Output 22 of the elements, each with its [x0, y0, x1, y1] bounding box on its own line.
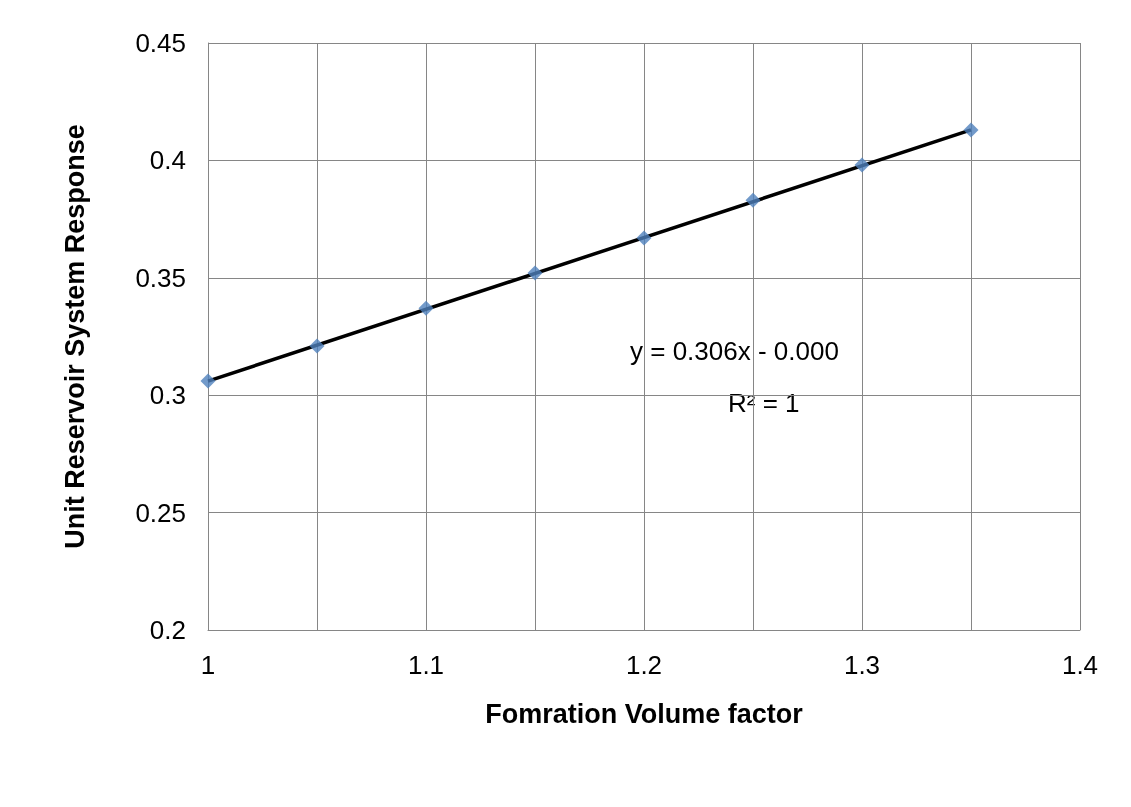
- x-tick-label: 1: [200, 650, 216, 680]
- point: [963, 122, 979, 138]
- point: [418, 300, 434, 316]
- x-tick-label: 1.4: [1061, 650, 1099, 680]
- x-tick-label: 1.1: [407, 650, 445, 680]
- x-tick-label: 1.3: [843, 650, 881, 680]
- y-tick-label: 0.3: [149, 380, 186, 411]
- x-axis-title: Fomration Volume factor: [485, 698, 804, 729]
- annotation: y = 0.306x - 0.000: [630, 336, 839, 366]
- point: [854, 157, 870, 173]
- point: [527, 265, 543, 281]
- y-tick-label: 0.4: [149, 145, 186, 176]
- point: [745, 192, 761, 208]
- point: [309, 338, 325, 354]
- point: [636, 230, 652, 246]
- point: [200, 373, 216, 389]
- y-tick-label: 0.35: [135, 262, 186, 293]
- y-tick-label: 0.45: [135, 28, 186, 58]
- y-axis-title: Unit Reservoir System Response: [59, 124, 90, 549]
- x-tick-label: 1.2: [625, 650, 663, 680]
- y-tick-label: 0.25: [135, 497, 186, 528]
- y-tick-label: 0.2: [149, 615, 186, 645]
